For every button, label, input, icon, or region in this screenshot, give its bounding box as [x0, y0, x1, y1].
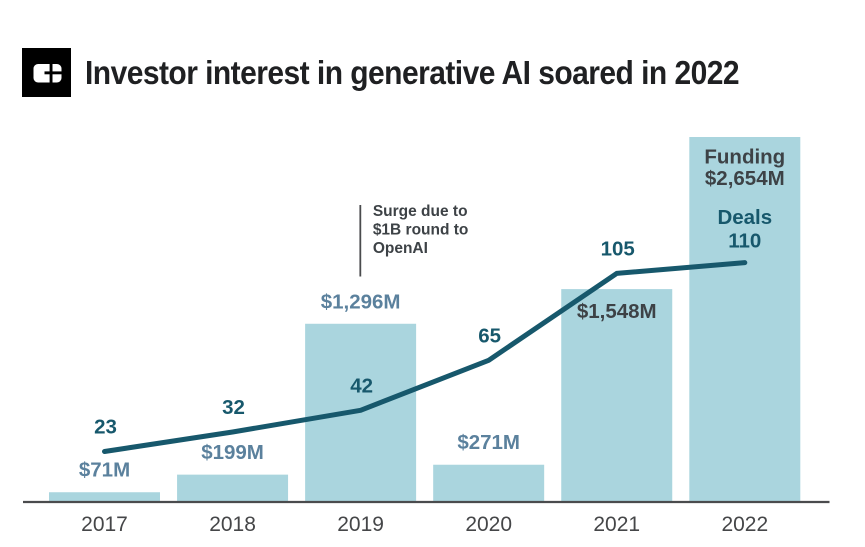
- cb-insights-logo-icon: [22, 48, 71, 97]
- final-bar-legend-funding-title: Funding: [704, 146, 785, 169]
- final-bar-legend-funding-value: $2,654M: [705, 167, 785, 190]
- deal-count-label-2017: 23: [94, 416, 117, 439]
- annotation-text-line: Surge due to: [373, 203, 468, 220]
- bar-2022: [689, 137, 801, 502]
- deal-count-label-2018: 32: [222, 396, 245, 419]
- funding-label-2019: $1,296M: [321, 290, 401, 313]
- final-bar-legend-deals-title: Deals: [717, 206, 772, 229]
- final-bar-legend-deals-value: 110: [728, 230, 761, 253]
- funding-label-2020: $271M: [457, 431, 520, 454]
- logo-glyph-vertical-cut: [49, 64, 53, 83]
- deal-count-label-2020: 65: [478, 324, 501, 347]
- x-axis-label-2020: 2020: [465, 513, 512, 536]
- header: Investor interest in generative AI soare…: [22, 48, 805, 97]
- funding-label-2021: $1,548M: [577, 300, 657, 323]
- deals-line: [102, 260, 748, 454]
- bar-2019: [305, 323, 417, 502]
- annotation-text-line: $1B round to: [373, 222, 469, 239]
- annotation-text-line: OpenAI: [373, 240, 428, 257]
- deal-count-label-2021: 105: [601, 237, 635, 260]
- x-axis-label-2017: 2017: [81, 513, 128, 536]
- chart-title: Investor interest in generative AI soare…: [85, 53, 740, 91]
- bar-2020: [433, 464, 545, 502]
- bar-2021: [561, 289, 673, 502]
- x-axis-label-2018: 2018: [209, 513, 256, 536]
- logo-glyph-horizontal-cut: [44, 71, 62, 75]
- funding-label-2017: $71M: [79, 459, 130, 482]
- deal-count-label-2019: 42: [350, 374, 373, 397]
- funding-label-2018: $199M: [201, 441, 264, 464]
- x-axis-label-2019: 2019: [337, 513, 384, 536]
- x-axis-label-2021: 2021: [593, 513, 640, 536]
- x-axis-label-2022: 2022: [721, 513, 768, 536]
- bar-2018: [177, 474, 289, 502]
- bar-2017: [49, 492, 160, 502]
